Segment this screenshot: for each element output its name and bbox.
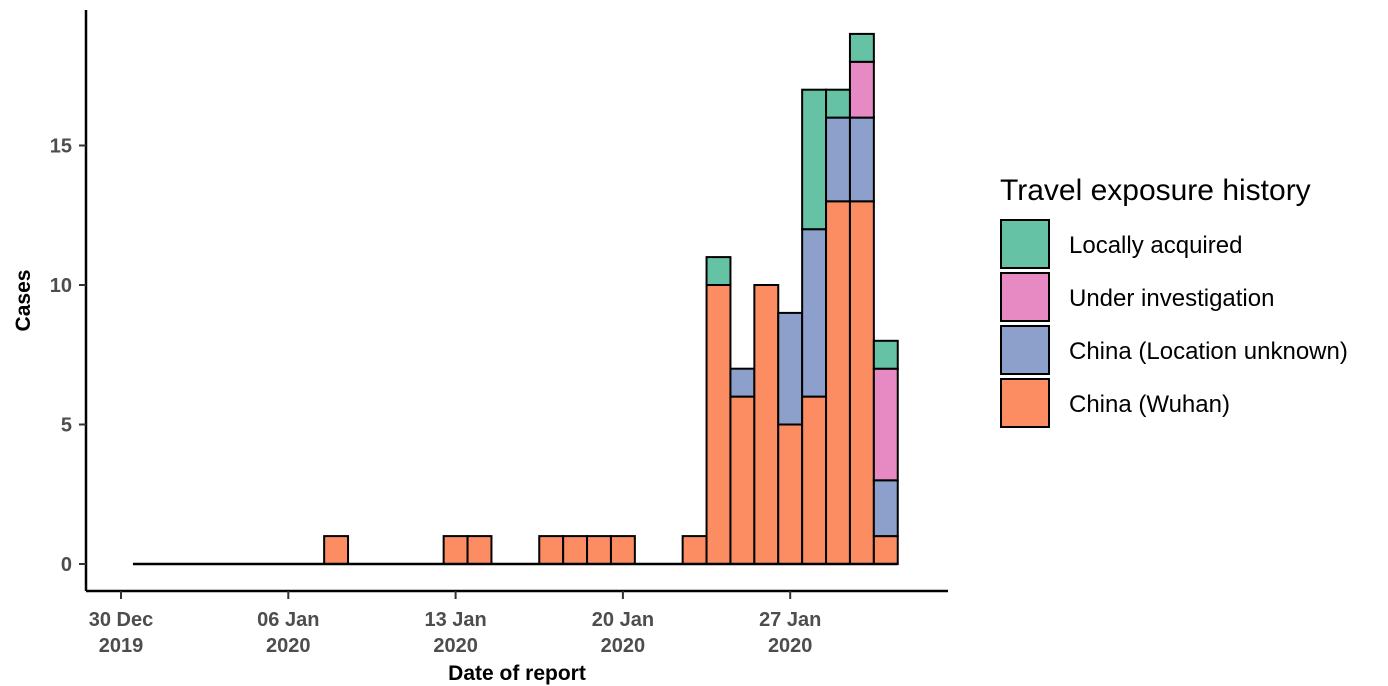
- bar-segment: [825, 116, 851, 203]
- bar-segment: [848, 60, 875, 119]
- x-tick-label: 13 Jan: [424, 609, 486, 631]
- bar-segment: [586, 535, 612, 565]
- bar-segment: [848, 116, 875, 203]
- x-tick-label: 20 Jan: [592, 609, 654, 631]
- bar-segment: [729, 395, 756, 565]
- x-tick-label-year: 2020: [768, 635, 813, 657]
- bar-segment: [323, 535, 350, 565]
- legend-swatch: [1000, 272, 1050, 322]
- bar-segment: [466, 535, 493, 565]
- legend-item-label: Locally acquired: [1069, 232, 1242, 259]
- bar-segment: [801, 395, 828, 565]
- bar-segment: [705, 256, 732, 287]
- bar-segment: [729, 367, 756, 398]
- x-tick-label: 30 Dec: [89, 609, 154, 631]
- x-tick-label-year: 2020: [433, 635, 478, 657]
- bar-segment: [872, 339, 899, 370]
- bar-segment: [442, 535, 469, 565]
- legend-item-label: China (Location unknown): [1069, 338, 1348, 365]
- legend-item-label: Under investigation: [1069, 285, 1274, 312]
- legend: Travel exposure history Locally acquired…: [1000, 174, 1348, 428]
- axes-layer: 0 5 10 15 30 Dec 2019 06 Jan 2020 13 Jan 2020 20 J…: [50, 10, 948, 657]
- y-tick-label: 10: [50, 275, 72, 297]
- legend-item-label: China (Wuhan): [1069, 391, 1230, 418]
- bar-segment: [681, 535, 708, 565]
- bar-segment: [848, 200, 875, 566]
- y-tick-label: 5: [61, 415, 72, 437]
- bar-segment: [777, 423, 804, 565]
- x-tick-label: 27 Jan: [759, 609, 821, 631]
- legend-swatch: [1000, 325, 1050, 375]
- bar-segment: [848, 32, 875, 63]
- bar-segment: [562, 535, 589, 565]
- legend-swatch: [1000, 378, 1050, 428]
- bar-segment: [872, 535, 899, 565]
- bar-segment: [538, 535, 565, 565]
- x-axis-title: Date of report: [448, 662, 586, 685]
- bar-segment: [801, 228, 828, 398]
- x-tick-label-year: 2020: [266, 635, 311, 657]
- y-tick-label: 0: [61, 554, 72, 576]
- legend-title: Travel exposure history: [1000, 174, 1311, 207]
- bar-segment: [801, 88, 828, 231]
- bar-segment: [825, 88, 851, 119]
- bar-segment: [609, 535, 636, 565]
- bar-segment: [705, 284, 732, 565]
- bar-segment: [777, 311, 804, 426]
- bar-segment: [872, 479, 899, 538]
- x-tick-label: 06 Jan: [257, 609, 319, 631]
- bar-segment: [825, 200, 851, 566]
- x-tick-label-year: 2019: [99, 635, 144, 657]
- y-tick-label: 15: [50, 136, 72, 158]
- x-tick-label-year: 2020: [601, 635, 646, 657]
- bar-segment: [753, 284, 780, 565]
- legend-swatch: [1000, 219, 1050, 269]
- bars-layer: [323, 32, 899, 566]
- y-axis-title: Cases: [12, 270, 35, 332]
- bar-segment: [872, 367, 899, 482]
